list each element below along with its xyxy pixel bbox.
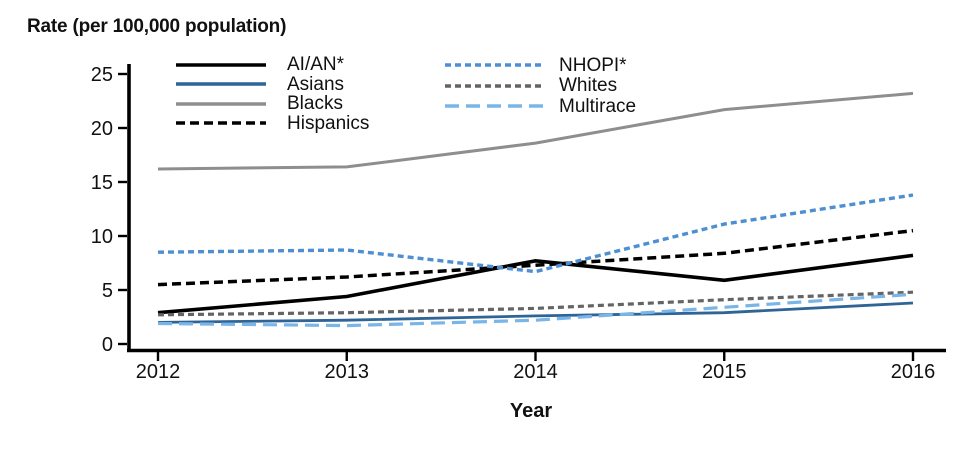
legend-label-nhopi: NHOPI*: [559, 54, 627, 76]
series-line-blacks: [157, 91, 914, 171]
legend-item-nhopi: NHOPI*: [444, 55, 636, 76]
x-axis-title: Year: [509, 400, 553, 422]
legend-label-blacks: Blacks: [287, 93, 343, 115]
x-tick-label-2012: 2012: [136, 361, 181, 383]
y-tick-marks: [118, 72, 127, 346]
chart-title: Rate (per 100,000 population): [27, 16, 287, 37]
multirace-line-swatch: [445, 104, 545, 108]
legend-column-2: NHOPI* Whites Multirace: [444, 55, 636, 117]
series-lines-group: [157, 91, 914, 328]
asians-line-swatch: [176, 82, 266, 86]
series-line-aian: [157, 253, 914, 315]
x-tick-label-2015: 2015: [702, 361, 747, 383]
x-tick-label-2014: 2014: [513, 361, 558, 383]
series-line-whites: [157, 290, 914, 317]
y-tick-label-25: 25: [91, 64, 113, 86]
legend-item-aian: AI/AN*: [175, 55, 369, 75]
y-tick-label-10: 10: [91, 226, 113, 248]
legend-item-asians: Asians: [175, 75, 369, 95]
blacks-line-swatch: [176, 102, 266, 106]
legend-label-whites: Whites: [559, 75, 618, 97]
legend-label-asians: Asians: [287, 73, 345, 95]
aian-line-swatch: [176, 62, 266, 67]
legend-label-multirace: Multirace: [559, 95, 637, 117]
legend-label-hispanics: Hispanics: [287, 112, 370, 134]
y-tick-label-0: 0: [102, 334, 113, 356]
legend-item-blacks: Blacks: [175, 94, 369, 114]
y-tick-label-5: 5: [102, 280, 113, 302]
legend-item-hispanics: Hispanics: [175, 114, 369, 134]
whites-line-swatch: [445, 84, 545, 88]
series-line-nhopi: [157, 193, 914, 274]
x-tick-marks: [156, 352, 915, 361]
legend-column-1: AI/AN* Asians Blacks Hispanics: [175, 55, 369, 133]
hispanics-line-swatch: [176, 121, 266, 125]
x-tick-label-2013: 2013: [325, 361, 370, 383]
legend-label-aian: AI/AN*: [287, 54, 345, 76]
nhopi-line-swatch: [445, 63, 545, 67]
y-tick-label-20: 20: [91, 118, 113, 140]
series-line-hispanics: [157, 228, 914, 287]
legend-item-multirace: Multirace: [444, 96, 636, 117]
y-tick-label-15: 15: [91, 172, 113, 194]
series-line-asians: [157, 301, 914, 324]
legend-item-whites: Whites: [444, 76, 636, 97]
x-tick-label-2016: 2016: [891, 361, 936, 383]
